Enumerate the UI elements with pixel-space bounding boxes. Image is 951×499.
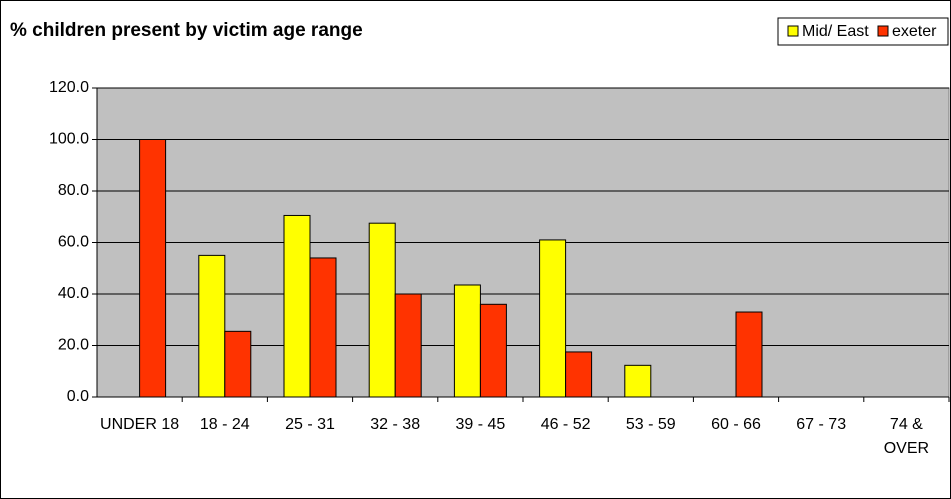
chart-title: % children present by victim age range: [10, 20, 363, 41]
x-tick-label: 18 - 24: [199, 416, 250, 433]
bar: [198, 254, 226, 398]
bar: [735, 311, 763, 398]
y-tick-label: 80.0: [58, 182, 89, 199]
legend-swatch: [877, 25, 889, 37]
x-tick-label: 25 - 31: [285, 416, 335, 433]
bar: [368, 222, 396, 398]
y-tick-label: 20.0: [58, 337, 89, 354]
x-tick-label: 39 - 45: [455, 416, 506, 433]
y-tick-label: 60.0: [58, 234, 89, 251]
legend-label: exeter: [892, 23, 937, 40]
y-tick-label: 0.0: [67, 388, 89, 405]
x-tick-label: 46 - 52: [540, 416, 591, 433]
legend-label: Mid/ East: [802, 23, 869, 40]
x-tick-label: 60 - 66: [711, 416, 761, 433]
bar: [394, 293, 422, 398]
bar: [565, 351, 593, 398]
x-tick-label: 74 & OVER: [883, 416, 930, 457]
x-tick-label: 32 - 38: [370, 416, 421, 433]
legend-box: [777, 17, 949, 46]
y-tick-label: 120.0: [49, 79, 89, 96]
bar: [224, 330, 252, 398]
y-tick-label: 100.0: [49, 131, 89, 148]
x-tick-label: 67 - 73: [796, 416, 847, 433]
bar: [309, 257, 337, 398]
legend-swatch: [787, 25, 799, 37]
x-tick-label: 53 - 59: [625, 416, 676, 433]
bar: [453, 284, 481, 398]
y-tick-label: 40.0: [58, 285, 89, 302]
bar: [624, 364, 652, 398]
bar: [539, 239, 567, 398]
bar: [479, 303, 507, 398]
bar: [139, 139, 167, 398]
x-tick-label: UNDER 18: [100, 416, 180, 433]
bar: [283, 214, 311, 398]
